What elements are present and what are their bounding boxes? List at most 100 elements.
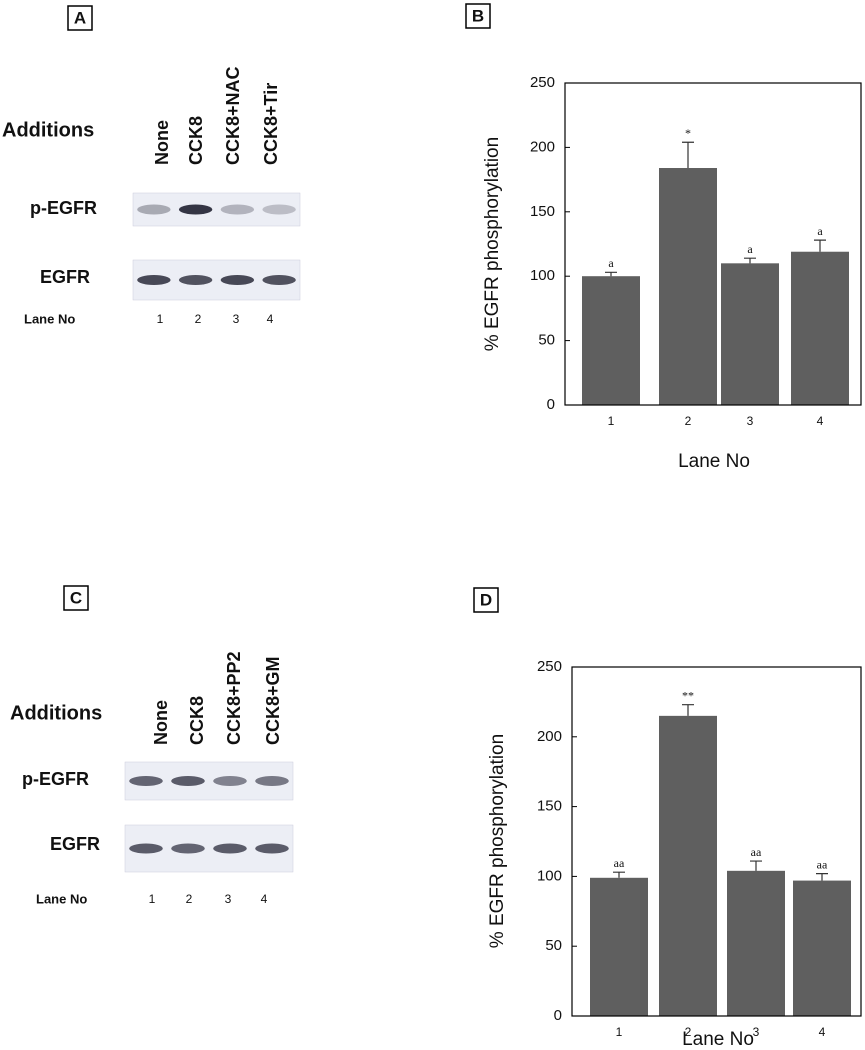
blot-band xyxy=(171,843,205,854)
lane-label: CCK8+PP2 xyxy=(224,651,244,745)
error-bar xyxy=(605,271,617,277)
bar xyxy=(727,870,785,1016)
x-axis-label: Lane No xyxy=(682,1029,754,1050)
annotation: a xyxy=(747,242,753,256)
lane-number: 2 xyxy=(195,312,202,326)
blot-strip xyxy=(132,192,301,227)
x-tick-label: 2 xyxy=(685,1025,692,1039)
additions-label: Additions xyxy=(2,119,94,141)
blot-band xyxy=(137,275,171,285)
row-label: EGFR xyxy=(50,834,100,854)
plot-frame xyxy=(564,82,862,406)
lane-no-label: Lane No xyxy=(24,311,75,326)
panel-label: A xyxy=(74,8,86,27)
x-tick-label: 2 xyxy=(685,414,692,428)
panel-label: D xyxy=(480,590,492,609)
blot-band xyxy=(220,204,255,215)
panel-label-box xyxy=(473,587,499,613)
annotation: ** xyxy=(682,688,694,702)
blot-band xyxy=(213,843,247,854)
row-label: p-EGFR xyxy=(30,198,97,218)
error-bar xyxy=(814,239,826,252)
bar xyxy=(582,276,640,405)
error-bar xyxy=(682,141,694,169)
lane-number: 4 xyxy=(261,892,268,906)
lane-label: None xyxy=(152,120,172,165)
x-tick-label: 3 xyxy=(747,414,754,428)
annotation: * xyxy=(685,126,691,140)
lane-no-label: Lane No xyxy=(36,891,87,906)
annotation: aa xyxy=(817,857,828,871)
panel-label-box xyxy=(465,3,491,29)
blot-band xyxy=(137,204,171,215)
panel-label-box xyxy=(67,5,93,31)
y-tick-label: 250 xyxy=(537,658,562,675)
annotation: a xyxy=(817,224,823,238)
blot-band xyxy=(129,776,163,786)
blot-band xyxy=(178,275,213,285)
error-bar xyxy=(816,873,828,881)
lane-label: CCK8+Tir xyxy=(261,83,281,165)
x-tick-label: 4 xyxy=(817,414,824,428)
plot-frame xyxy=(571,666,862,1017)
lane-label: CCK8+GM xyxy=(263,656,283,745)
y-tick-label: 100 xyxy=(537,867,562,884)
lane-label: CCK8 xyxy=(186,116,206,165)
error-bar xyxy=(750,860,762,871)
panel-label: B xyxy=(472,6,484,25)
lane-number: 3 xyxy=(225,892,232,906)
lane-label: CCK8 xyxy=(187,696,207,745)
bar xyxy=(791,251,849,405)
blot-band xyxy=(262,275,296,285)
error-bar xyxy=(613,871,625,878)
blot-band xyxy=(178,204,213,215)
y-tick-label: 250 xyxy=(530,74,555,91)
annotation: a xyxy=(608,256,614,270)
panel-label-box xyxy=(63,585,89,611)
bar xyxy=(590,877,648,1016)
lane-number: 2 xyxy=(186,892,193,906)
bar xyxy=(793,880,851,1016)
error-bar xyxy=(682,704,694,716)
x-tick-label: 3 xyxy=(753,1025,760,1039)
y-tick-label: 0 xyxy=(554,1007,562,1024)
bar xyxy=(659,715,717,1016)
panel-label: C xyxy=(70,588,82,607)
additions-label: Additions xyxy=(10,702,102,724)
lane-number: 3 xyxy=(233,312,240,326)
row-label: p-EGFR xyxy=(22,769,89,789)
blot-band xyxy=(255,843,289,854)
lane-number: 1 xyxy=(157,312,164,326)
y-tick-label: 150 xyxy=(537,798,562,815)
annotation: aa xyxy=(614,856,625,870)
x-tick-label: 1 xyxy=(608,414,615,428)
x-tick-label: 4 xyxy=(819,1025,826,1039)
y-tick-label: 50 xyxy=(545,937,562,954)
y-tick-label: 0 xyxy=(547,396,555,413)
blot-band xyxy=(220,275,255,285)
lane-label: None xyxy=(151,700,171,745)
y-tick-label: 200 xyxy=(530,138,555,155)
y-axis-label: % EGFR phosphorylation xyxy=(487,734,508,948)
error-bar xyxy=(744,257,756,264)
x-axis-label: Lane No xyxy=(678,451,750,472)
annotation: aa xyxy=(751,845,762,859)
lane-number: 1 xyxy=(149,892,156,906)
blot-band xyxy=(255,776,289,786)
x-tick-label: 1 xyxy=(616,1025,623,1039)
blot-band xyxy=(262,204,296,215)
bar xyxy=(659,168,717,405)
bar xyxy=(721,263,779,405)
y-tick-label: 150 xyxy=(530,203,555,220)
lane-label: CCK8+NAC xyxy=(223,66,243,165)
lane-number: 4 xyxy=(267,312,274,326)
y-axis-label: % EGFR phosphorylation xyxy=(482,137,503,351)
blot-band xyxy=(171,776,205,786)
blot-band xyxy=(129,843,163,854)
blot-band xyxy=(213,776,247,786)
y-tick-label: 200 xyxy=(537,728,562,745)
y-tick-label: 50 xyxy=(538,332,555,349)
y-tick-label: 100 xyxy=(530,267,555,284)
row-label: EGFR xyxy=(40,267,90,287)
